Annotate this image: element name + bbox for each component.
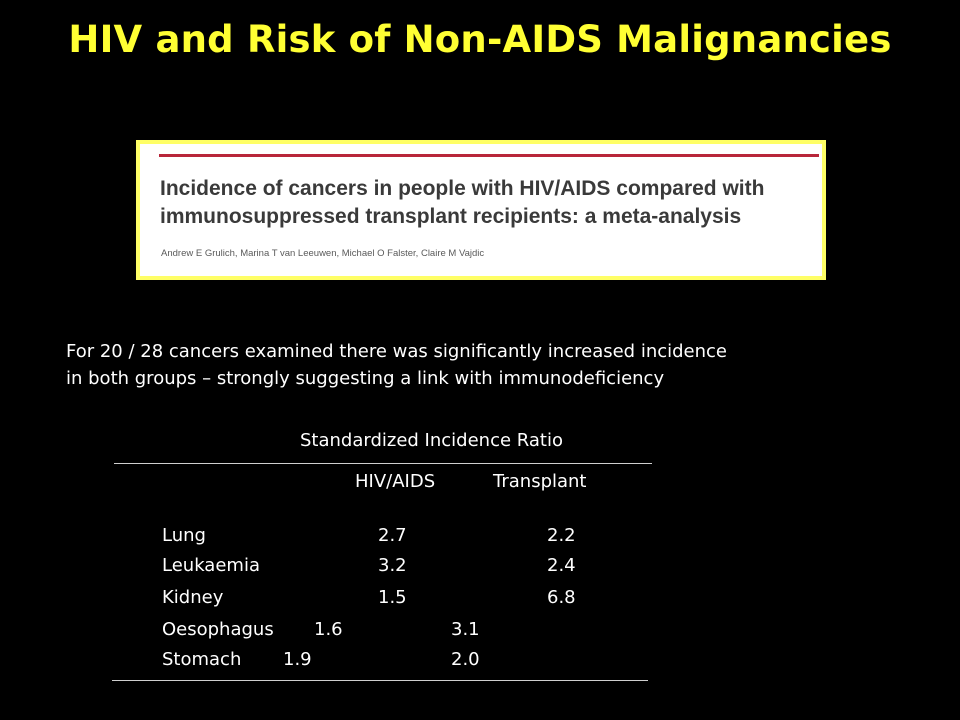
row-cancer-kidney: Kidney [162, 587, 224, 608]
paper-title-line-2: immunosuppressed transplant recipients: … [160, 205, 742, 228]
slide-title: HIV and Risk of Non-AIDS Malignancies [68, 18, 892, 61]
row-cancer-leukaemia: Leukaemia [162, 555, 260, 576]
row-transplant-leukaemia: 2.4 [547, 555, 576, 576]
summary-line-1: For 20 / 28 cancers examined there was s… [66, 341, 728, 362]
row-hiv-lung: 2.7 [378, 525, 407, 546]
column-header-transplant: Transplant [493, 471, 587, 492]
row-hiv-stomach: 1.9 [283, 649, 312, 670]
paper-title: Incidence of cancers in people with HIV/… [160, 175, 820, 231]
row-hiv-leukaemia: 3.2 [378, 555, 407, 576]
table-header: Standardized Incidence Ratio [300, 430, 563, 451]
row-transplant-kidney: 6.8 [547, 587, 576, 608]
summary-text: For 20 / 28 cancers examined there was s… [66, 338, 906, 392]
row-transplant-stomach: 2.0 [451, 649, 480, 670]
row-transplant-oesophagus: 3.1 [451, 619, 480, 640]
table-bottom-rule [112, 680, 648, 681]
row-hiv-kidney: 1.5 [378, 587, 407, 608]
summary-line-2: in both groups – strongly suggesting a l… [66, 368, 665, 389]
journal-rule [159, 154, 819, 157]
row-hiv-oesophagus: 1.6 [314, 619, 343, 640]
paper-authors: Andrew E Grulich, Marina T van Leeuwen, … [161, 248, 485, 259]
row-cancer-stomach: Stomach [162, 649, 242, 670]
table-top-rule [114, 463, 652, 464]
row-cancer-oesophagus: Oesophagus [162, 619, 274, 640]
column-header-hiv: HIV/AIDS [355, 471, 436, 492]
paper-citation-image: Incidence of cancers in people with HIV/… [136, 140, 826, 280]
row-transplant-lung: 2.2 [547, 525, 576, 546]
paper-title-line-1: Incidence of cancers in people with HIV/… [160, 177, 765, 200]
row-cancer-lung: Lung [162, 525, 206, 546]
